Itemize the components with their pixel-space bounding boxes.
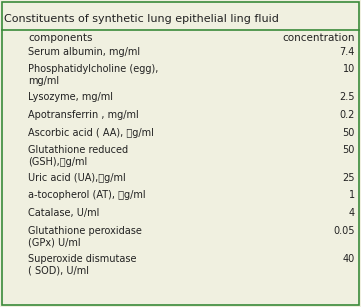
Text: 2.5: 2.5 bbox=[339, 92, 355, 103]
Text: Lysozyme, mg/ml: Lysozyme, mg/ml bbox=[28, 92, 113, 103]
Text: 0.05: 0.05 bbox=[334, 226, 355, 235]
Text: Apotransferrin , mg/ml: Apotransferrin , mg/ml bbox=[28, 110, 139, 120]
Text: 50: 50 bbox=[343, 127, 355, 138]
Text: 7.4: 7.4 bbox=[340, 47, 355, 57]
Text: Superoxide dismutase
( SOD), U/ml: Superoxide dismutase ( SOD), U/ml bbox=[28, 254, 136, 275]
Text: Phosphatidylcholine (egg),
mg/ml: Phosphatidylcholine (egg), mg/ml bbox=[28, 64, 158, 87]
Text: 0.2: 0.2 bbox=[340, 110, 355, 120]
Text: 25: 25 bbox=[343, 173, 355, 183]
Text: Ascorbic acid ( AA), 贡g/ml: Ascorbic acid ( AA), 贡g/ml bbox=[28, 127, 154, 138]
Text: 40: 40 bbox=[343, 254, 355, 263]
Text: a-tocopherol (AT), 贡g/ml: a-tocopherol (AT), 贡g/ml bbox=[28, 191, 145, 200]
Text: 50: 50 bbox=[343, 145, 355, 155]
Text: Catalase, U/ml: Catalase, U/ml bbox=[28, 208, 99, 218]
Text: Glutathione reduced
(GSH),贡g/ml: Glutathione reduced (GSH),贡g/ml bbox=[28, 145, 128, 167]
Text: concentration: concentration bbox=[283, 33, 355, 43]
Text: 10: 10 bbox=[343, 64, 355, 75]
Text: Serum albumin, mg/ml: Serum albumin, mg/ml bbox=[28, 47, 140, 57]
Text: Glutathione peroxidase
(GPx) U/ml: Glutathione peroxidase (GPx) U/ml bbox=[28, 226, 142, 247]
Text: 4: 4 bbox=[349, 208, 355, 218]
Text: components: components bbox=[28, 33, 92, 43]
Text: Uric acid (UA),贡g/ml: Uric acid (UA),贡g/ml bbox=[28, 173, 126, 183]
Text: Constituents of synthetic lung epithelial ling fluid: Constituents of synthetic lung epithelia… bbox=[4, 14, 279, 24]
Text: 1: 1 bbox=[349, 191, 355, 200]
